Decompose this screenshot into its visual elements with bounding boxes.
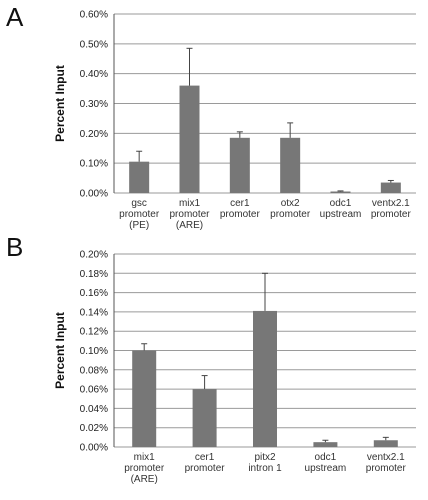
chart-a-bar bbox=[179, 85, 200, 193]
chart-a-category-label: (ARE) bbox=[176, 220, 203, 231]
chart-a-y-tick-label: 0.40% bbox=[80, 69, 108, 80]
chart-b-category-label: intron 1 bbox=[248, 463, 282, 474]
chart-a-y-axis-label: Percent Input bbox=[53, 65, 67, 142]
chart-a-category-label: gsc bbox=[131, 198, 147, 209]
chart-b-y-tick-label: 0.16% bbox=[80, 288, 108, 299]
chart-b-y-tick-label: 0.06% bbox=[80, 385, 108, 396]
chart-b-bar bbox=[253, 310, 277, 447]
chart-b-category-label: promoter bbox=[366, 463, 407, 474]
chart-b-bar bbox=[373, 440, 398, 447]
chart-a-bar bbox=[380, 182, 401, 193]
chart-b-y-tick-label: 0.18% bbox=[80, 269, 108, 280]
chart-a-category-label: promoter bbox=[119, 209, 160, 220]
chart-b-bar bbox=[313, 442, 338, 447]
chart-b-bar bbox=[192, 389, 217, 447]
chart-b-y-tick-label: 0.00% bbox=[80, 443, 108, 454]
chart-b-y-axis-label: Percent Input bbox=[53, 312, 67, 389]
chart-a-bar bbox=[280, 137, 301, 193]
chart-b-category-label: promoter bbox=[124, 463, 165, 474]
panel-letter-b: B bbox=[6, 232, 24, 262]
panel-letter-a: A bbox=[6, 2, 24, 32]
chart-b-category-label: ventx2.1 bbox=[367, 452, 405, 463]
chart-a-category-label: cer1 bbox=[230, 198, 250, 209]
chart-a-y-tick-label: 0.30% bbox=[80, 99, 108, 110]
chart-a-y-tick-label: 0.60% bbox=[80, 10, 108, 21]
chart-b-y-tick-label: 0.08% bbox=[80, 365, 108, 376]
chart-a-category-label: odc1 bbox=[330, 198, 352, 209]
chart-b-category-label: odc1 bbox=[315, 452, 337, 463]
chart-a-category-label: promoter bbox=[270, 209, 311, 220]
chart-b-y-tick-label: 0.02% bbox=[80, 423, 108, 434]
chart-b-y-tick-label: 0.20% bbox=[80, 250, 108, 261]
chart-b-category-label: promoter bbox=[185, 463, 226, 474]
chart-a-bar bbox=[330, 191, 351, 193]
chart-a-bar bbox=[129, 161, 150, 193]
chart-a-category-label: promoter bbox=[169, 209, 210, 220]
chart-b-category-label: upstream bbox=[305, 463, 347, 474]
chart-a-category-label: ventx2.1 bbox=[372, 198, 410, 209]
chart-b-category-label: (ARE) bbox=[131, 474, 158, 485]
chart-a-category-label: upstream bbox=[320, 209, 362, 220]
chart-a-category-label: promoter bbox=[220, 209, 261, 220]
chart-a-category-label: promoter bbox=[371, 209, 412, 220]
chart-b-category-label: pitx2 bbox=[254, 452, 276, 463]
chart-a-y-tick-label: 0.00% bbox=[80, 189, 108, 200]
chart-a-y-tick-label: 0.20% bbox=[80, 129, 108, 140]
chart-a-category-label: (PE) bbox=[129, 220, 149, 231]
chart-a-bar bbox=[229, 137, 250, 193]
chart-b-category-label: mix1 bbox=[134, 452, 156, 463]
chart-b-y-tick-label: 0.10% bbox=[80, 346, 108, 357]
chart-b-y-tick-label: 0.14% bbox=[80, 307, 108, 318]
chart-b-y-tick-label: 0.04% bbox=[80, 404, 108, 415]
chart-b-bar bbox=[132, 350, 157, 447]
chart-a-y-tick-label: 0.10% bbox=[80, 159, 108, 170]
chart-b-y-tick-label: 0.12% bbox=[80, 327, 108, 338]
chart-b-category-label: cer1 bbox=[195, 452, 215, 463]
chart-a-category-label: mix1 bbox=[179, 198, 201, 209]
chart-a-category-label: otx2 bbox=[281, 198, 300, 209]
chart-a-y-tick-label: 0.50% bbox=[80, 39, 108, 50]
